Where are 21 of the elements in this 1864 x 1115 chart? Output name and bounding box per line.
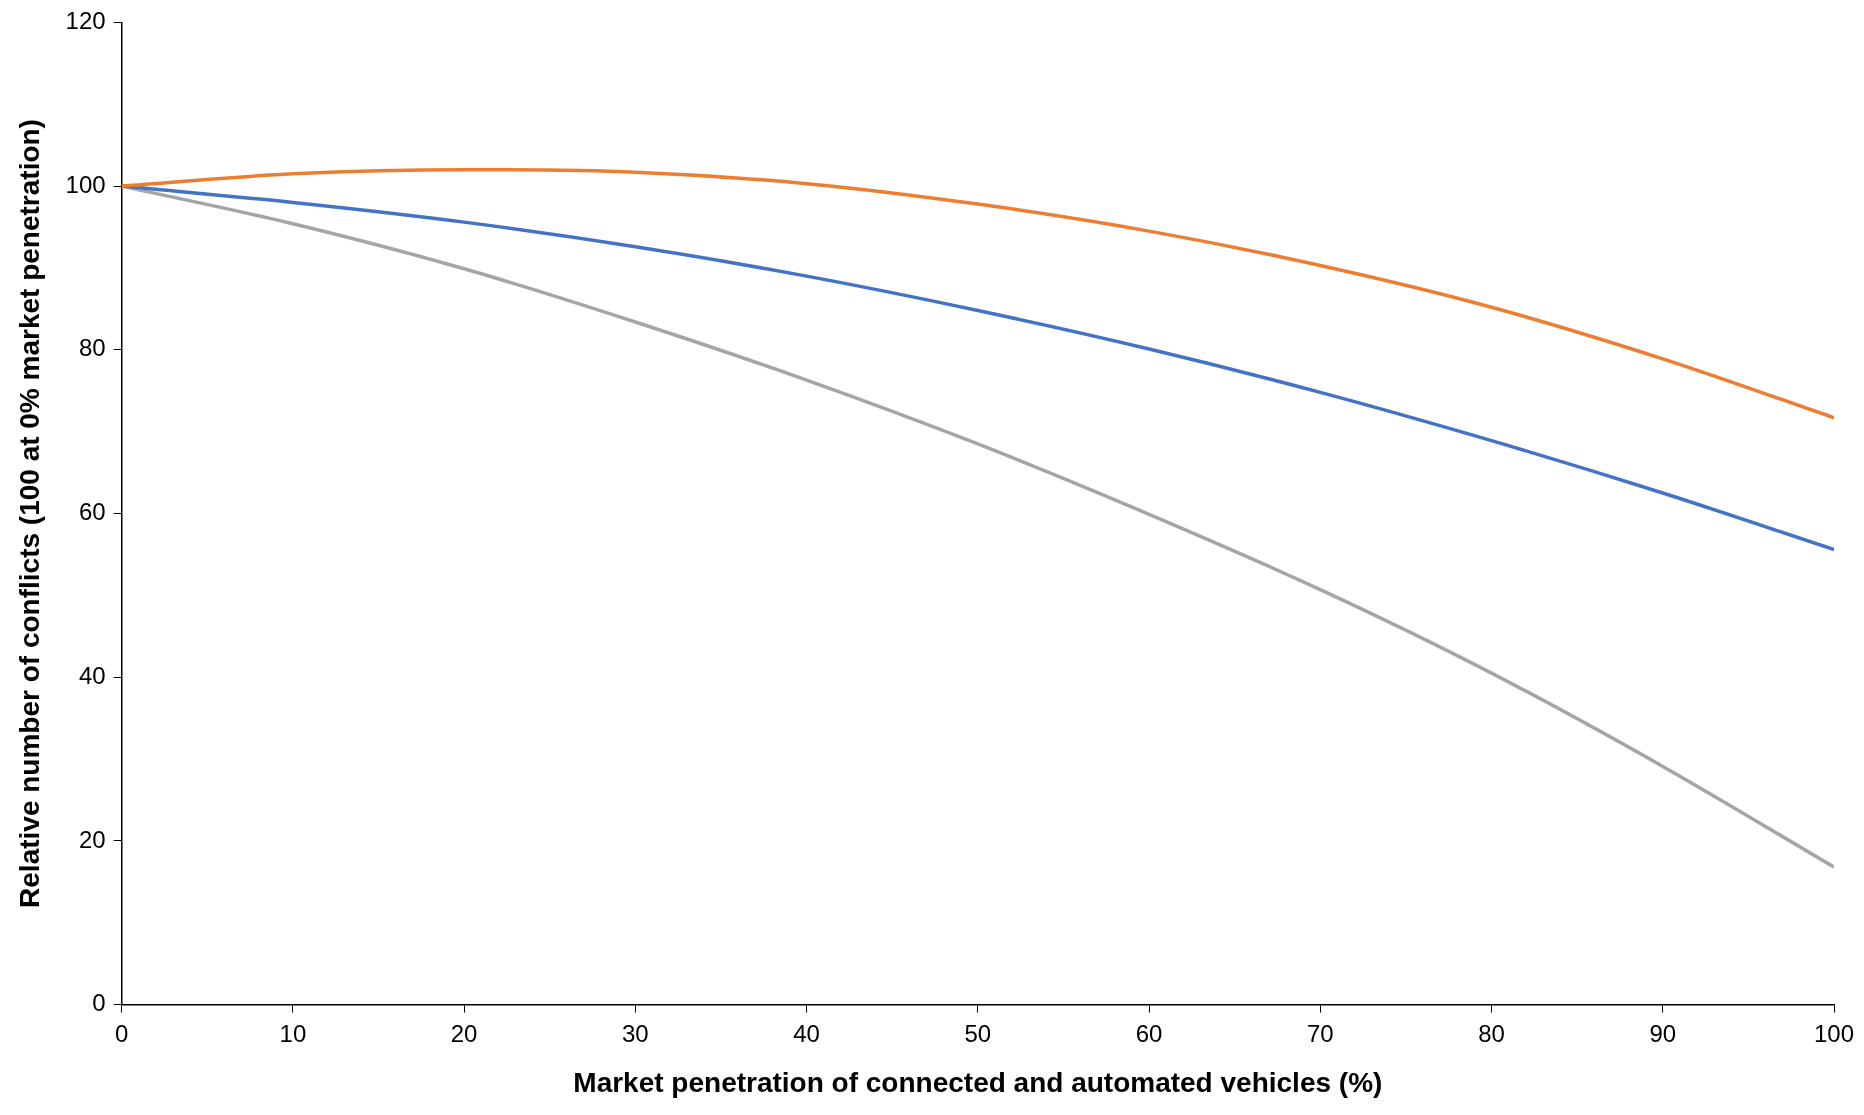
y-axis-title: Relative number of conflicts (100 at 0% market penetration) xyxy=(13,119,45,908)
x-tick-label: 60 xyxy=(1135,1019,1163,1047)
y-tick-label: 100 xyxy=(65,170,106,198)
x-tick-label: 30 xyxy=(622,1019,649,1047)
y-tick-label: 20 xyxy=(78,825,106,853)
x-tick-label: 90 xyxy=(1649,1019,1677,1047)
x-tick-label: 70 xyxy=(1306,1019,1334,1047)
y-tick-label: 80 xyxy=(78,334,106,362)
y-tick-label: 0 xyxy=(92,989,106,1017)
x-tick-label: 0 xyxy=(114,1019,129,1047)
x-tick-label: 40 xyxy=(793,1019,820,1047)
y-tick-label: 40 xyxy=(78,661,106,689)
line-series xyxy=(121,167,1834,420)
y-tick-label: 120 xyxy=(65,7,106,35)
y-tick-label: 60 xyxy=(78,498,106,526)
x-tick-label: 10 xyxy=(279,1019,307,1047)
x-tick-label: 20 xyxy=(450,1019,478,1047)
x-tick-label: 100 xyxy=(1813,1019,1855,1047)
x-axis-title: Market penetration of connected and automated vehicles (%) xyxy=(573,1066,1383,1098)
x-tick-label: 80 xyxy=(1478,1019,1505,1047)
x-tick-label: 50 xyxy=(964,1019,992,1047)
